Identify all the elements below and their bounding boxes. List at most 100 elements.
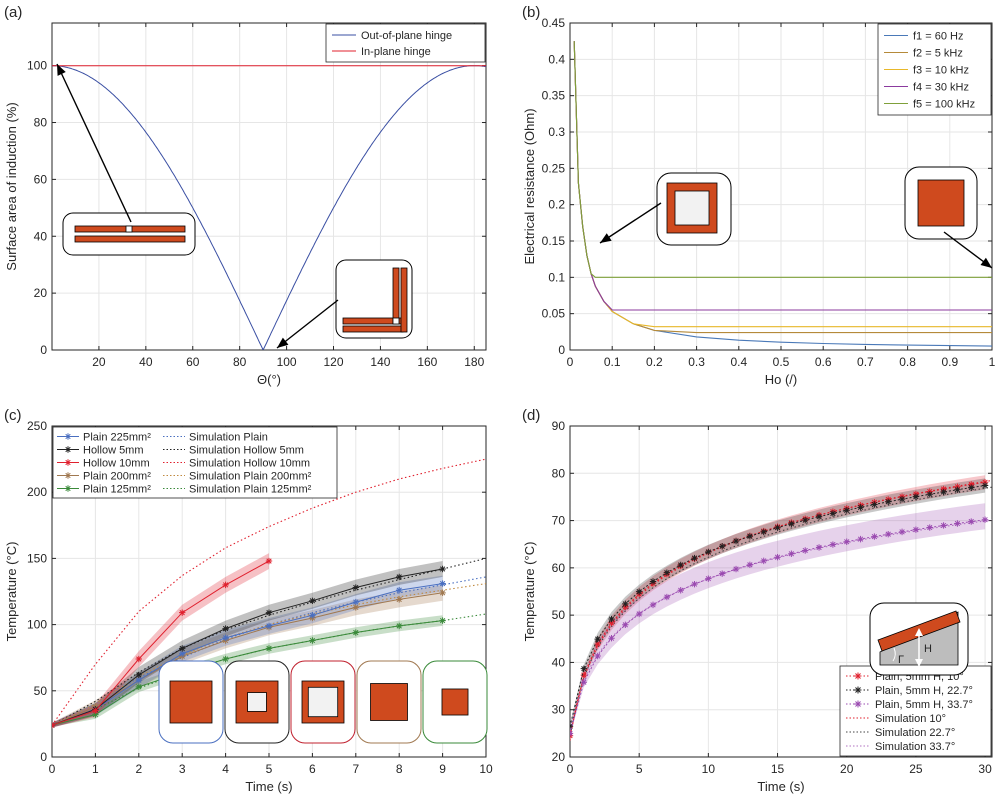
data-point <box>898 528 906 536</box>
height-arrow-head-up <box>915 628 923 636</box>
panel-label: (d) <box>522 407 540 424</box>
legend-entry: Hollow 10mm <box>83 458 150 470</box>
data-point <box>396 596 403 603</box>
y-axis-label: Temperature (°C) <box>522 542 537 642</box>
data-point <box>608 635 615 642</box>
panel-d: 0 5 10 15 20 25 30 20 30 40 50 60 70 80 90 Time (s) Temp… <box>522 407 993 794</box>
data-point <box>746 561 754 569</box>
data-point <box>635 588 643 595</box>
data-point <box>802 516 809 524</box>
y-tick-label: 0.4 <box>548 52 565 66</box>
x-tick-label: 20 <box>92 355 106 369</box>
legend-entry: In-plane hinge <box>361 46 431 58</box>
data-point <box>265 609 273 616</box>
y-tick-label: 30 <box>552 703 566 717</box>
y-tick-label: 0.1 <box>548 270 565 284</box>
experiment-line <box>52 568 443 726</box>
cross-section-inset <box>158 660 224 744</box>
section-hole <box>247 692 267 712</box>
legend-box <box>325 23 486 63</box>
x-axis-label: Θ(°) <box>257 372 281 387</box>
data-point <box>622 600 629 608</box>
x-tick-label: 0.5 <box>773 355 790 369</box>
data-point <box>774 554 781 561</box>
data-point <box>309 612 316 619</box>
x-tick-label: 3 <box>179 762 186 776</box>
y-axis-label: Electrical resistance (Ohm) <box>522 108 537 264</box>
x-tick-label: 0 <box>567 355 574 369</box>
panel-label: (c) <box>4 407 22 424</box>
plot-area <box>573 41 992 347</box>
legend-entry: f4 = 30 kHz <box>913 82 969 94</box>
axes-frame <box>51 22 487 351</box>
x-axis-label: Time (s) <box>245 779 292 794</box>
x-tick-label: 160 <box>417 355 437 369</box>
data-point <box>857 504 864 511</box>
data-point <box>663 593 671 601</box>
legend-box <box>839 665 992 757</box>
data-point <box>926 491 933 498</box>
data-point <box>135 671 142 679</box>
data-point <box>179 650 186 657</box>
x-tick-label: 0.2 <box>646 355 663 369</box>
y-axis-label: Temperature (°C) <box>4 542 19 642</box>
legend-entry: Hollow 5mm <box>83 445 144 457</box>
y-tick-label: 50 <box>552 608 566 622</box>
y-tick-label: 0 <box>40 343 47 357</box>
data-point <box>940 522 947 529</box>
angle-symbol: Γ <box>898 654 904 666</box>
plate-v2 <box>400 267 408 333</box>
data-point <box>635 610 643 618</box>
data-point <box>265 622 273 630</box>
y-tick-label: 150 <box>27 551 47 565</box>
y-tick-label: 80 <box>552 466 566 480</box>
data-point <box>222 581 229 589</box>
data-point <box>691 554 698 562</box>
section-square <box>441 688 469 716</box>
legend-marker <box>854 686 862 694</box>
legend-entry: f1 = 60 Hz <box>913 31 963 43</box>
y-tick-label: 0 <box>558 343 565 357</box>
height-arrow-head-down <box>915 659 923 667</box>
data-point <box>594 635 601 643</box>
inset-angle-schematic: ΓH <box>869 602 969 676</box>
data-point <box>92 707 99 714</box>
data-point <box>760 528 767 536</box>
x-tick-label: 4 <box>222 762 229 776</box>
data-point <box>885 498 892 505</box>
arrow-out-of-plane <box>276 299 339 349</box>
data-point <box>649 601 657 609</box>
x-tick-label: 5 <box>636 762 643 776</box>
data-point <box>622 621 629 628</box>
legend-box <box>52 426 338 499</box>
data-point <box>649 578 657 585</box>
arrow-hollow-head <box>600 233 612 243</box>
data-point <box>981 482 989 489</box>
x-tick-label: 80 <box>233 355 247 369</box>
data-point <box>396 622 403 630</box>
data-point <box>677 587 684 594</box>
cross-section-inset <box>422 660 488 744</box>
legend-entry: f5 = 100 kHz <box>913 99 975 111</box>
legend-entry: f3 = 10 kHz <box>913 65 969 77</box>
experiment-line <box>52 560 270 726</box>
simulation-line <box>570 519 992 732</box>
legend-entry: Plain 225mm² <box>83 432 151 444</box>
inset-plain-section <box>904 166 993 269</box>
experiment-line <box>52 583 443 726</box>
data-point <box>691 580 698 588</box>
data-point <box>439 580 446 587</box>
y-tick-label: 0.15 <box>542 234 566 248</box>
y-tick-label: 40 <box>552 655 566 669</box>
y-tick-label: 0.45 <box>542 16 566 30</box>
data-point <box>885 530 892 538</box>
data-point <box>926 524 933 531</box>
y-tick-label: 0.25 <box>542 161 566 175</box>
data-point <box>815 513 823 520</box>
data-point <box>746 533 754 540</box>
legend-entry: Simulation Hollow 10mm <box>189 458 310 470</box>
plate-h2 <box>342 325 404 333</box>
data-point <box>594 652 601 660</box>
plot-area <box>52 458 486 729</box>
cross-section-inset <box>224 660 290 744</box>
